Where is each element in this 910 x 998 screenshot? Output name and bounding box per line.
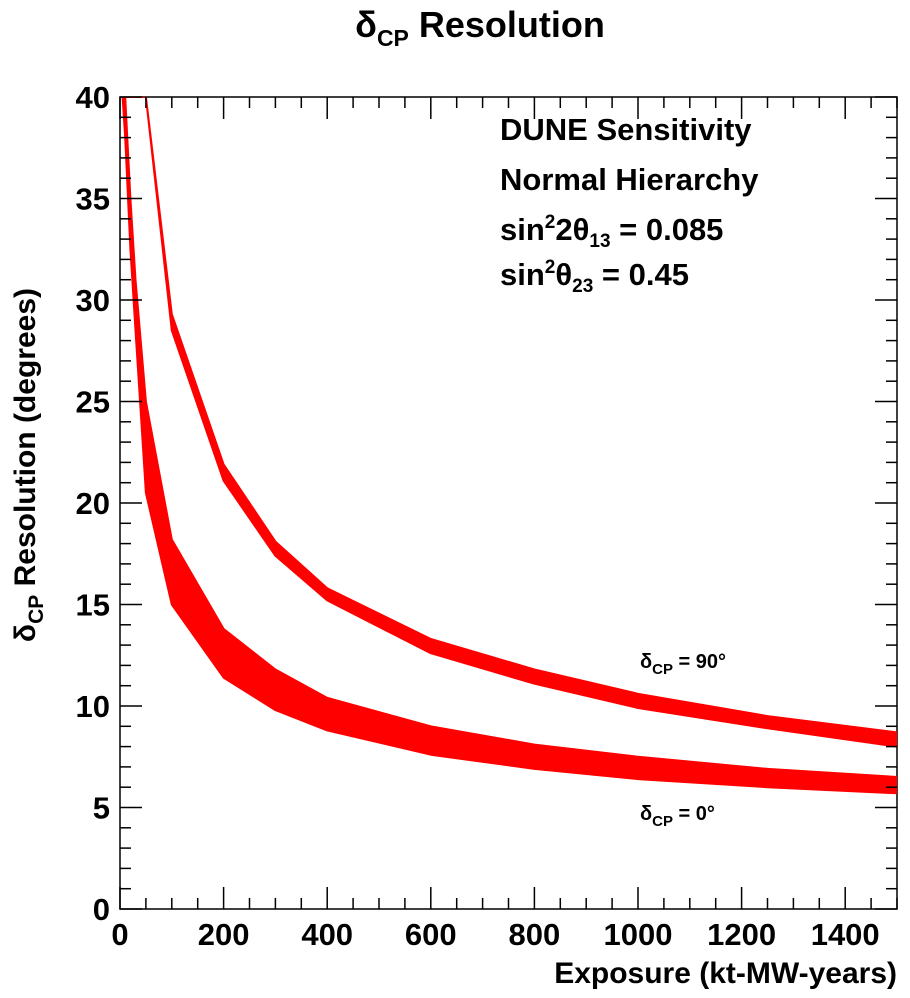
band-dcp-0 — [121, 97, 897, 795]
chart-title: δCP Resolution — [355, 4, 605, 51]
y-tick-label: 15 — [76, 588, 110, 623]
x-tick-label: 800 — [509, 917, 561, 952]
x-tick-label: 1200 — [707, 917, 776, 952]
y-tick-label: 0 — [93, 892, 110, 927]
x-tick-label: 0 — [111, 917, 128, 952]
annotation-block: DUNE Sensitivity Normal Hierarchy sin22θ… — [500, 112, 759, 297]
x-tick-label: 400 — [301, 917, 353, 952]
x-axis-title: Exposure (kt-MW-years) — [554, 957, 897, 990]
y-tick-label: 30 — [76, 283, 110, 318]
x-tick-label: 200 — [198, 917, 250, 952]
y-tick-label: 5 — [93, 791, 110, 826]
x-tick-label: 1400 — [811, 917, 880, 952]
annotation-line-3: sin22θ13 = 0.085 — [500, 212, 723, 252]
annotation-line-4: sin2θ23 = 0.45 — [500, 257, 689, 297]
band-label-0: δCP = 0° — [640, 803, 715, 830]
y-tick-label: 20 — [76, 486, 110, 521]
y-tick-label: 25 — [76, 385, 110, 420]
x-tick-label: 600 — [405, 917, 457, 952]
annotation-line-2: Normal Hierarchy — [500, 162, 759, 197]
y-tick-label: 40 — [76, 80, 110, 115]
y-tick-label: 35 — [76, 182, 110, 217]
annotation-line-1: DUNE Sensitivity — [500, 112, 752, 147]
band-dcp-90 — [121, 97, 897, 748]
y-tick-label: 10 — [76, 689, 110, 724]
x-tick-label: 1000 — [604, 917, 673, 952]
band-label-90: δCP = 90° — [640, 651, 726, 678]
y-axis-title: δCP Resolution (degrees) — [9, 288, 48, 642]
